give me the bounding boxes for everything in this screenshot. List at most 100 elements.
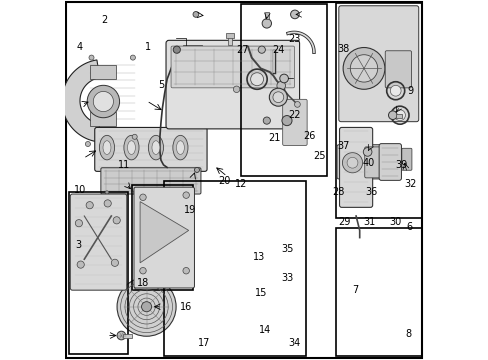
Circle shape xyxy=(363,148,371,156)
Circle shape xyxy=(77,261,84,268)
FancyBboxPatch shape xyxy=(339,127,372,207)
Text: 3: 3 xyxy=(75,240,81,250)
Circle shape xyxy=(140,194,146,201)
Circle shape xyxy=(160,191,163,194)
Text: 23: 23 xyxy=(288,34,301,44)
Text: 15: 15 xyxy=(254,288,266,298)
Circle shape xyxy=(85,141,90,147)
Circle shape xyxy=(93,91,113,112)
Circle shape xyxy=(250,73,263,86)
Circle shape xyxy=(105,191,108,194)
Text: 21: 21 xyxy=(267,132,280,143)
FancyBboxPatch shape xyxy=(101,168,201,194)
Text: 12: 12 xyxy=(234,179,246,189)
Bar xyxy=(226,33,233,38)
Text: 14: 14 xyxy=(259,325,271,336)
Ellipse shape xyxy=(148,135,163,160)
Circle shape xyxy=(343,48,384,89)
Text: 39: 39 xyxy=(394,160,407,170)
FancyBboxPatch shape xyxy=(378,144,401,180)
Circle shape xyxy=(183,192,189,198)
Text: 38: 38 xyxy=(337,44,349,54)
Text: 24: 24 xyxy=(272,45,285,55)
Text: 36: 36 xyxy=(365,186,377,197)
Bar xyxy=(395,114,401,118)
Text: 33: 33 xyxy=(280,273,292,283)
Bar xyxy=(90,112,116,126)
FancyBboxPatch shape xyxy=(95,127,206,171)
Circle shape xyxy=(346,157,357,168)
Circle shape xyxy=(276,81,285,90)
Circle shape xyxy=(141,302,151,312)
Text: 28: 28 xyxy=(332,186,345,197)
Circle shape xyxy=(173,46,180,53)
Circle shape xyxy=(342,153,362,173)
Ellipse shape xyxy=(127,141,135,154)
Bar xyxy=(122,334,132,338)
Circle shape xyxy=(294,102,300,107)
FancyBboxPatch shape xyxy=(338,6,418,122)
FancyBboxPatch shape xyxy=(401,148,411,170)
Circle shape xyxy=(262,19,271,28)
Circle shape xyxy=(130,55,135,60)
Circle shape xyxy=(282,116,291,126)
Circle shape xyxy=(104,200,111,207)
FancyBboxPatch shape xyxy=(171,46,294,88)
Circle shape xyxy=(132,134,137,139)
Circle shape xyxy=(75,220,82,227)
FancyBboxPatch shape xyxy=(134,187,194,288)
Circle shape xyxy=(233,86,239,93)
Text: 10: 10 xyxy=(73,185,85,195)
Ellipse shape xyxy=(152,141,160,154)
Bar xyxy=(264,12,268,19)
Circle shape xyxy=(387,111,396,120)
Text: 27: 27 xyxy=(236,45,248,55)
Text: 29: 29 xyxy=(338,217,350,228)
Ellipse shape xyxy=(176,141,184,154)
Ellipse shape xyxy=(103,141,111,154)
Polygon shape xyxy=(140,202,188,263)
Circle shape xyxy=(188,191,192,194)
Text: 6: 6 xyxy=(406,222,411,232)
Circle shape xyxy=(117,331,125,340)
Bar xyxy=(163,181,305,356)
Text: 37: 37 xyxy=(337,141,349,151)
Text: 40: 40 xyxy=(362,158,374,168)
Text: 8: 8 xyxy=(405,329,410,339)
Bar xyxy=(90,65,116,79)
Bar xyxy=(227,37,232,45)
Text: 7: 7 xyxy=(351,285,358,295)
Text: 9: 9 xyxy=(406,86,412,96)
Circle shape xyxy=(111,259,118,266)
Bar xyxy=(183,45,202,58)
Circle shape xyxy=(279,74,288,83)
Text: 35: 35 xyxy=(281,244,293,254)
Circle shape xyxy=(394,110,405,121)
Circle shape xyxy=(272,92,283,103)
Circle shape xyxy=(349,55,377,82)
Circle shape xyxy=(258,46,265,53)
Circle shape xyxy=(87,85,120,118)
Circle shape xyxy=(89,55,94,60)
Text: 19: 19 xyxy=(184,204,196,215)
Circle shape xyxy=(140,267,146,274)
FancyBboxPatch shape xyxy=(385,51,411,88)
FancyBboxPatch shape xyxy=(166,40,299,129)
Ellipse shape xyxy=(99,135,114,160)
Circle shape xyxy=(290,10,299,19)
FancyBboxPatch shape xyxy=(70,194,126,290)
Text: 11: 11 xyxy=(118,159,130,170)
Text: 25: 25 xyxy=(312,150,325,161)
Circle shape xyxy=(133,191,136,194)
Circle shape xyxy=(389,85,400,96)
Ellipse shape xyxy=(123,135,139,160)
Text: 5: 5 xyxy=(158,80,164,90)
Text: 32: 32 xyxy=(404,179,416,189)
Text: 31: 31 xyxy=(363,217,375,228)
Text: 18: 18 xyxy=(137,278,149,288)
Text: 30: 30 xyxy=(389,217,401,228)
Polygon shape xyxy=(62,60,100,142)
Circle shape xyxy=(183,267,189,274)
Text: 34: 34 xyxy=(287,338,300,348)
Text: 2: 2 xyxy=(101,15,107,25)
